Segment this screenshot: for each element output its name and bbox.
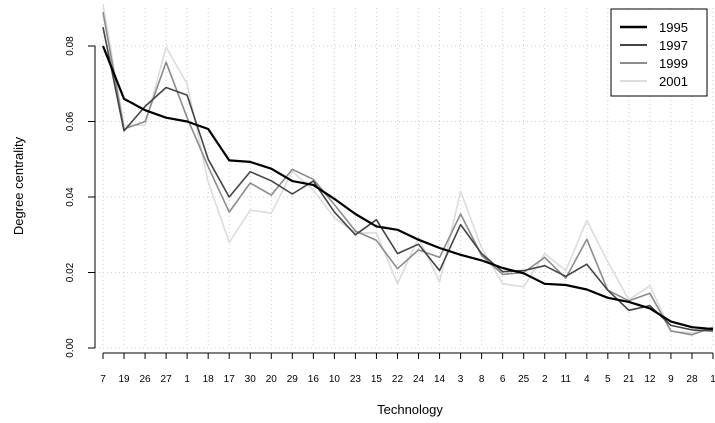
x-tick-label: 17: [224, 374, 236, 385]
x-tick-label: 11: [561, 374, 572, 385]
x-tick-label: 23: [350, 374, 362, 385]
y-axis: 0.00 0.02 0.04 0.06 0.08: [65, 36, 96, 358]
x-tick-label: 15: [371, 374, 383, 385]
x-tick-label: 9: [668, 374, 674, 385]
x-tick-label: 3: [458, 374, 464, 385]
legend-label-1995: 1995: [659, 20, 688, 35]
x-tick-label: 4: [584, 374, 590, 385]
x-tick-label: 7: [100, 374, 106, 385]
x-tick-label: 26: [140, 374, 152, 385]
x-tick-label: 25: [518, 374, 530, 385]
x-tick-label: 29: [287, 374, 299, 385]
series-line-1995: [101, 45, 714, 331]
y-tick-label: 0.08: [65, 36, 76, 56]
x-tick-label: 8: [479, 374, 485, 385]
x-tick-label: 16: [308, 374, 320, 385]
y-tick-label: 0.02: [65, 262, 76, 282]
x-tick-label: 12: [644, 374, 656, 385]
x-tick-label: 22: [392, 374, 404, 385]
y-tick-label: 0.04: [65, 187, 76, 207]
y-tick-label: 0.00: [65, 338, 76, 358]
x-tick-label: 20: [266, 374, 278, 385]
x-axis-title: Technology: [377, 402, 443, 417]
x-tick-label: 6: [500, 374, 506, 385]
x-tick-label: 5: [605, 374, 611, 385]
x-tick-label: 14: [434, 374, 446, 385]
y-tick-label: 0.06: [65, 111, 76, 131]
x-tick-label: 28: [686, 374, 698, 385]
series-layer: [101, 4, 714, 336]
x-tick-label: 18: [203, 374, 215, 385]
x-tick-label: 2: [542, 374, 548, 385]
x-tick-label: 30: [245, 374, 257, 385]
y-axis-title: Degree centrality: [11, 136, 26, 235]
legend-label-2001: 2001: [659, 74, 688, 89]
x-tick-label: 24: [413, 374, 425, 385]
x-axis: 7 19 26 27 1 18 17 30 20 29 16 10 23 15 22 24 14 3 8 6 25 2 11…: [100, 352, 715, 385]
series-line-1999: [102, 11, 714, 336]
series-line-1997: [102, 26, 714, 332]
legend: 1995 1997 1999 2001: [610, 8, 708, 97]
legend-label-1997: 1997: [659, 38, 688, 53]
x-tick-label: 27: [161, 374, 173, 385]
x-tick-label: 19: [118, 374, 130, 385]
series-line-2001: [102, 4, 714, 334]
x-tick-label: 10: [329, 374, 341, 385]
legend-label-1999: 1999: [659, 56, 688, 71]
x-tick-label: 1: [710, 374, 715, 385]
x-tick-label: 1: [184, 374, 190, 385]
x-tick-label: 21: [623, 374, 635, 385]
